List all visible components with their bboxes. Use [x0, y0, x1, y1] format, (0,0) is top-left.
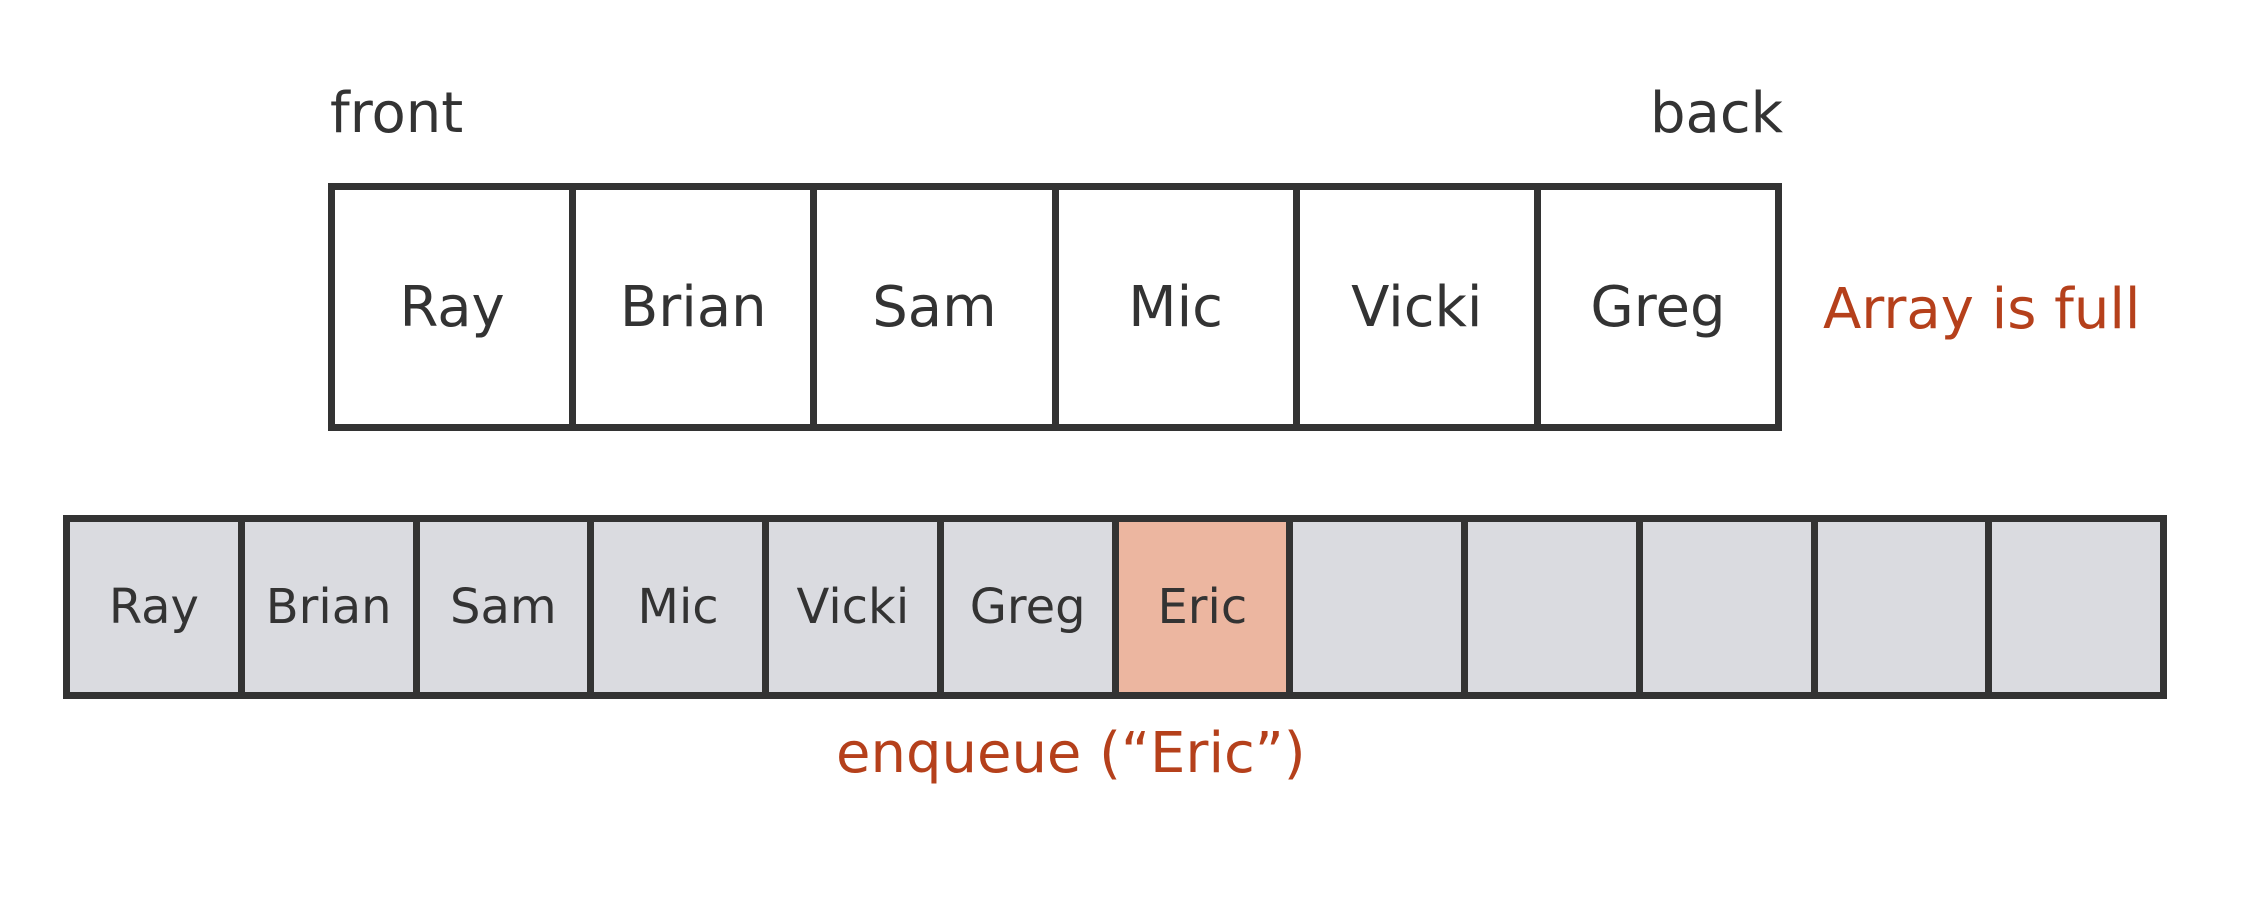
original-array-cell: Ray: [335, 190, 577, 424]
resized-array-cell: Vicki: [769, 522, 944, 692]
resized-array: Ray Brian Sam Mic Vicki Greg Eric: [63, 515, 2167, 699]
resized-array-cell: Brian: [245, 522, 420, 692]
empty-array-cell: [1818, 522, 1993, 692]
resized-array-cell: Ray: [70, 522, 245, 692]
original-array-cell: Vicki: [1300, 190, 1541, 424]
array-full-label: Array is full: [1823, 277, 2141, 342]
enqueue-label: enqueue (“Eric”): [836, 721, 1306, 786]
empty-array-cell: [1643, 522, 1818, 692]
enqueued-cell: Eric: [1118, 522, 1294, 692]
resized-array-cell: Greg: [944, 522, 1119, 692]
original-array-cell: Brian: [576, 190, 818, 424]
original-array-cell: Sam: [817, 190, 1059, 424]
original-array-cell: Mic: [1059, 190, 1300, 424]
empty-array-cell: [1468, 522, 1643, 692]
front-label: front: [330, 81, 464, 146]
resized-array-cell: Mic: [594, 522, 769, 692]
empty-array-cell: [1992, 522, 2160, 692]
empty-array-cell: [1293, 522, 1468, 692]
original-array: Ray Brian Sam Mic Vicki Greg: [328, 183, 1782, 431]
back-label: back: [1650, 81, 1784, 146]
resized-array-cell: Sam: [420, 522, 595, 692]
original-array-cell: Greg: [1590, 274, 1726, 340]
